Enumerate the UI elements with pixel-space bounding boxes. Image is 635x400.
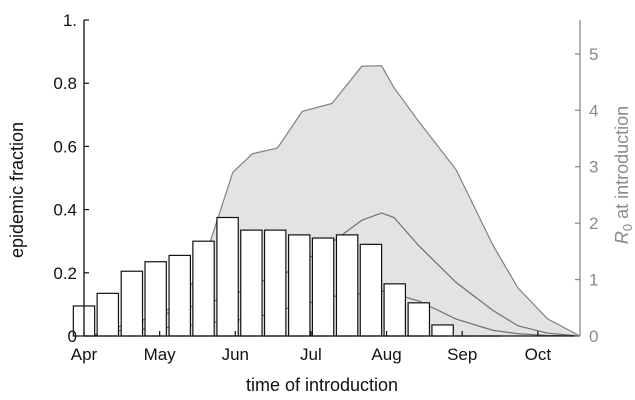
axis-layer: 0 0.2 0.4 0.6 0.8 1. 0 1 2 3 4 5 Apr May Jun Jul Aug Sep O… bbox=[53, 11, 598, 364]
bar-epidemic-fraction bbox=[383, 283, 407, 337]
bar-epidemic-fraction bbox=[335, 234, 359, 337]
bar-epidemic-fraction bbox=[192, 240, 215, 337]
x-tick-label: Sep bbox=[447, 345, 477, 364]
x-tick-label: Oct bbox=[525, 345, 552, 364]
bar-epidemic-fraction bbox=[240, 229, 263, 337]
r0-subscript: 0 bbox=[620, 224, 635, 231]
y-tick-label-right: 3 bbox=[589, 158, 598, 177]
y-tick-label-left: 0.8 bbox=[53, 74, 77, 93]
r0-symbol: R bbox=[612, 231, 632, 244]
y-tick-label-left: 0.4 bbox=[53, 201, 77, 220]
bar-epidemic-fraction bbox=[144, 261, 167, 337]
r0-label-rest: at introduction bbox=[612, 106, 632, 224]
bar-epidemic-fraction bbox=[168, 254, 191, 337]
bar-epidemic-fraction bbox=[216, 216, 239, 337]
x-tick-label: Apr bbox=[71, 345, 98, 364]
y-tick-label-right: 0 bbox=[589, 327, 598, 346]
bar-epidemic-fraction bbox=[407, 302, 431, 337]
x-tick-label: Aug bbox=[371, 345, 401, 364]
y-tick-label-left: 0 bbox=[68, 327, 77, 346]
y-tick-label-right: 2 bbox=[589, 214, 598, 233]
y-tick-label-right: 4 bbox=[589, 101, 598, 120]
y-tick-label-left: 1. bbox=[63, 11, 77, 30]
bar-epidemic-fraction bbox=[96, 292, 120, 337]
x-axis-label: time of introduction bbox=[246, 375, 398, 395]
bar-epidemic-fraction bbox=[263, 229, 287, 337]
bar-epidemic-fraction bbox=[288, 234, 311, 337]
bar-layer bbox=[72, 216, 502, 337]
y-axis-right-label: R0 at introduction bbox=[612, 106, 635, 244]
x-tick-label: May bbox=[144, 345, 177, 364]
y-tick-label-right: 1 bbox=[589, 271, 598, 290]
x-tick-label: Jun bbox=[222, 345, 249, 364]
y-tick-label-left: 0.6 bbox=[53, 137, 77, 156]
bar-epidemic-fraction bbox=[120, 270, 144, 337]
y-axis-left-label: epidemic fraction bbox=[7, 122, 27, 258]
bar-epidemic-fraction bbox=[359, 243, 383, 337]
y-tick-label-left: 0.2 bbox=[53, 264, 77, 283]
x-tick-label: Jul bbox=[300, 345, 322, 364]
bar-epidemic-fraction bbox=[311, 237, 335, 337]
bar-epidemic-fraction bbox=[431, 324, 454, 337]
y-tick-label-right: 5 bbox=[589, 45, 598, 64]
